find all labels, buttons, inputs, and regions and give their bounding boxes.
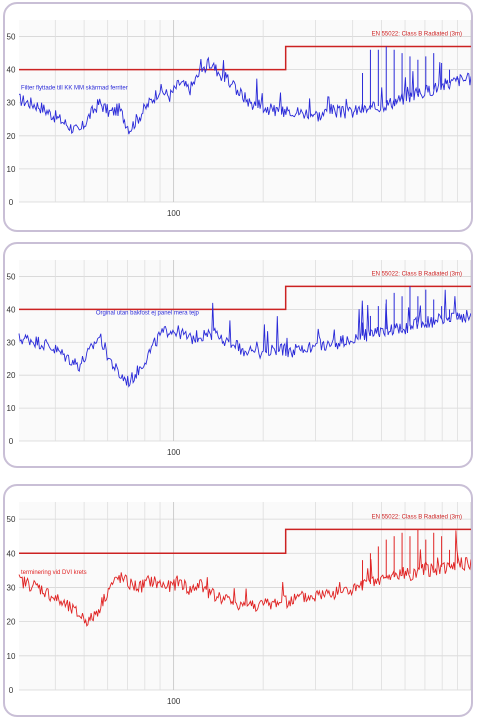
y-tick-label: 50 — [7, 272, 16, 281]
y-tick-label: 10 — [7, 652, 16, 661]
trace-annotation: Filter flyttade till KK MM skärmad ferri… — [21, 85, 128, 91]
emission-trace — [18, 530, 471, 627]
y-tick-label: 10 — [7, 165, 16, 174]
y-tick-label: 30 — [7, 583, 16, 592]
plot-area — [19, 502, 471, 690]
emission-trace — [18, 56, 471, 135]
limit-line — [19, 285, 471, 311]
chart-panel-bottom: 0 10 20 30 40 50 100 EN 55022: Class B Radiated… — [3, 484, 473, 717]
chart-panel-top: 0 10 20 30 40 50 100 EN 55022: Class B Radiated… — [3, 2, 473, 232]
y-tick-label: 40 — [7, 66, 16, 75]
y-tick-label: 20 — [7, 132, 16, 141]
y-tick-label: 50 — [7, 515, 16, 524]
limit-label: EN 55022: Class B Radiated (3m) — [372, 271, 462, 277]
y-tick-label: 20 — [7, 371, 16, 380]
limit-line — [19, 528, 471, 555]
y-tick-label: 20 — [7, 618, 16, 627]
y-tick-label: 40 — [7, 549, 16, 558]
y-tick-label: 0 — [9, 198, 14, 207]
emission-chart-bottom: 0 10 20 30 40 50 100 EN 55022: Class B Radiated… — [7, 502, 471, 706]
y-tick-label: 30 — [7, 99, 16, 108]
x-tick-label: 100 — [167, 697, 181, 706]
x-tick-label: 100 — [167, 209, 181, 218]
plot-area — [19, 20, 471, 202]
y-tick-label: 0 — [9, 437, 14, 446]
limit-label: EN 55022: Class B Radiated (3m) — [372, 31, 462, 37]
limit-line — [19, 45, 471, 71]
y-tick-label: 10 — [7, 404, 16, 413]
chart-panel-middle: 0 10 20 30 40 50 100 EN 55022: Class B Radiated… — [3, 242, 473, 468]
x-tick-label: 100 — [167, 448, 181, 457]
emission-chart-top: 0 10 20 30 40 50 100 EN 55022: Class B Radiated… — [7, 20, 471, 218]
emission-chart-middle: 0 10 20 30 40 50 100 EN 55022: Class B Radiated… — [7, 260, 471, 457]
trace-annotation: terminering vid DVI krets — [21, 570, 87, 576]
y-tick-label: 50 — [7, 33, 16, 42]
emission-trace — [18, 289, 471, 388]
y-tick-label: 30 — [7, 338, 16, 347]
y-tick-label: 40 — [7, 305, 16, 314]
limit-label: EN 55022: Class B Radiated (3m) — [372, 514, 462, 520]
y-tick-label: 0 — [9, 686, 14, 695]
trace-annotation: Orginal utan bakfost ej panel mera tejp — [96, 310, 200, 316]
